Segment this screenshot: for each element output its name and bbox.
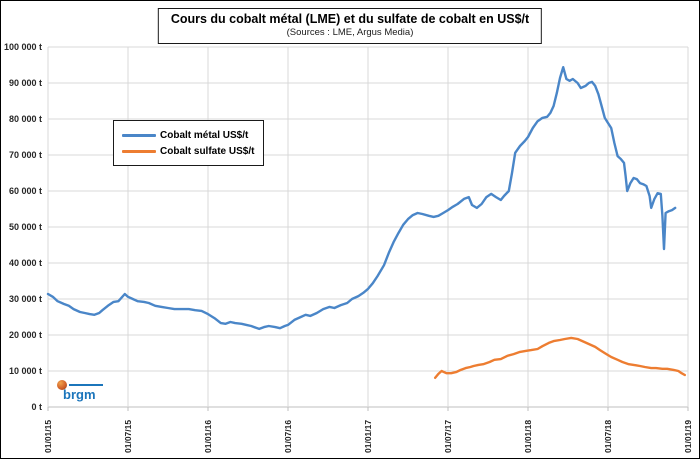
chart-subtitle: (Sources : LME, Argus Media) bbox=[286, 27, 414, 38]
brgm-logo-text: brgm bbox=[63, 387, 96, 402]
y-tick-label: 80 000 t bbox=[9, 114, 42, 124]
chart-title: Cours du cobalt métal (LME) et du sulfat… bbox=[170, 12, 530, 26]
legend-label-cobalt-metal: Cobalt métal US$/t bbox=[160, 129, 249, 141]
chart-title-box: Cours du cobalt métal (LME) et du sulfat… bbox=[157, 8, 543, 44]
x-tick-label-group: 01/01/17 bbox=[363, 420, 373, 453]
x-tick-label-group: 01/01/15 bbox=[43, 420, 53, 453]
x-tick-label: 01/07/18 bbox=[603, 420, 613, 453]
x-tick-label: 01/01/17 bbox=[363, 420, 373, 453]
x-tick-label: 01/01/19 bbox=[683, 420, 693, 453]
legend: Cobalt métal US$/t Cobalt sulfate US$/t bbox=[113, 120, 265, 166]
x-tick-label-group: 01/07/15 bbox=[123, 420, 133, 453]
y-tick-label: 90 000 t bbox=[9, 78, 42, 88]
x-tick-label-group: 01/07/17 bbox=[443, 420, 453, 453]
x-tick-label: 01/07/15 bbox=[123, 420, 133, 453]
y-tick-label: 70 000 t bbox=[9, 150, 42, 160]
y-tick-label: 20 000 t bbox=[9, 330, 42, 340]
x-tick-label-group: 01/07/18 bbox=[603, 420, 613, 453]
x-tick-label-group: 01/01/19 bbox=[683, 420, 693, 453]
legend-item-cobalt-sulfate: Cobalt sulfate US$/t bbox=[122, 143, 254, 159]
x-tick-label-group: 01/07/16 bbox=[283, 420, 293, 453]
x-tick-label: 01/07/16 bbox=[283, 420, 293, 453]
x-tick-label-group: 01/01/18 bbox=[523, 420, 533, 453]
legend-item-cobalt-metal: Cobalt métal US$/t bbox=[122, 127, 254, 143]
y-tick-label: 60 000 t bbox=[9, 186, 42, 196]
x-tick-label: 01/01/15 bbox=[43, 420, 53, 453]
cobalt-sulfate-line-swatch bbox=[122, 149, 156, 153]
series-line-cobalt-m-tal-us-t bbox=[46, 65, 677, 331]
legend-label-cobalt-sulfate: Cobalt sulfate US$/t bbox=[160, 145, 255, 157]
y-tick-label: 100 000 t bbox=[4, 42, 42, 52]
x-tick-label: 01/07/17 bbox=[443, 420, 453, 453]
cobalt-metal-line-swatch bbox=[122, 133, 156, 137]
y-tick-label: 0 t bbox=[31, 402, 42, 412]
y-tick-label: 30 000 t bbox=[9, 294, 42, 304]
brgm-globe-icon bbox=[57, 380, 67, 390]
y-tick-label: 40 000 t bbox=[9, 258, 42, 268]
brgm-logo: brgm bbox=[57, 379, 107, 405]
brgm-tagline-rule bbox=[69, 384, 103, 386]
x-tick-label: 01/01/18 bbox=[523, 420, 533, 453]
x-tick-label-group: 01/01/16 bbox=[203, 420, 213, 453]
x-tick-label: 01/01/16 bbox=[203, 420, 213, 453]
y-tick-label: 50 000 t bbox=[9, 222, 42, 232]
series-line-cobalt-sulfate-us-t bbox=[434, 336, 686, 379]
y-tick-label: 10 000 t bbox=[9, 366, 42, 376]
